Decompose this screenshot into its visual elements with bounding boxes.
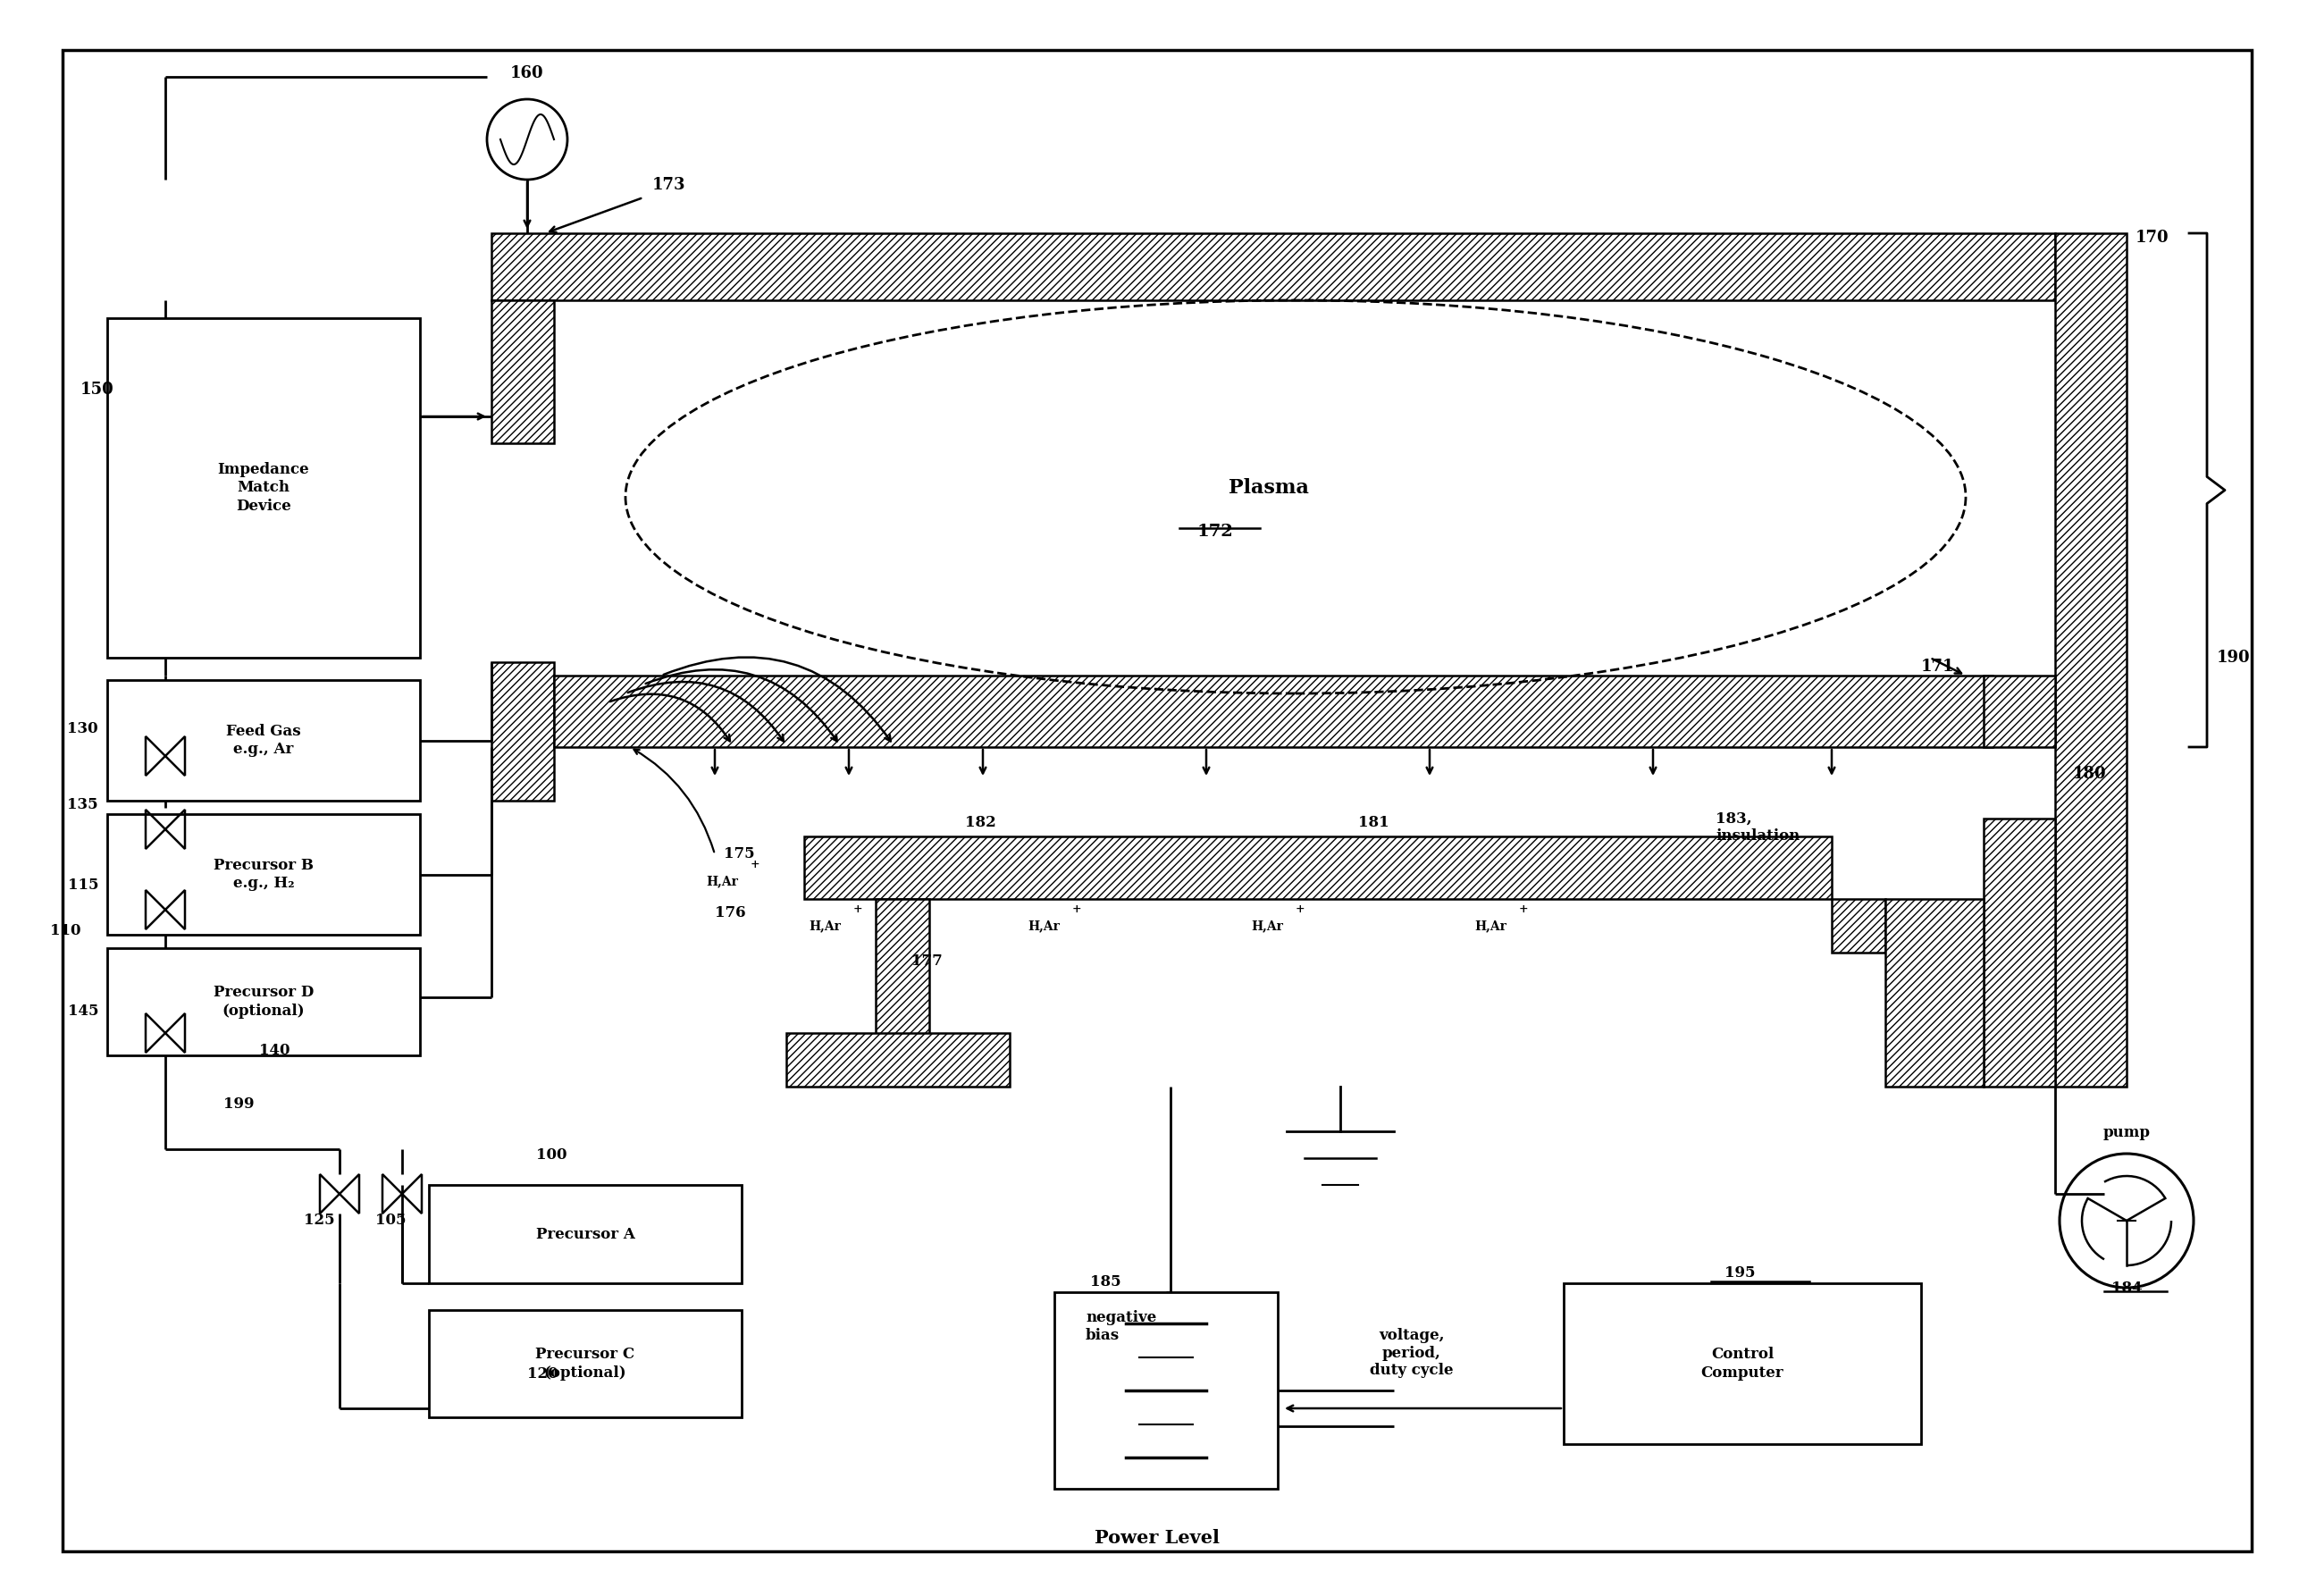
Text: Precursor A: Precursor A — [535, 1226, 635, 1242]
Bar — [804, 836, 1832, 899]
Bar — [107, 948, 419, 1055]
Bar — [2054, 233, 2126, 1087]
Text: pump: pump — [2103, 1125, 2149, 1140]
Text: 185: 185 — [1091, 1274, 1121, 1290]
Text: Impedance
Match
Device: Impedance Match Device — [218, 461, 310, 514]
FancyArrowPatch shape — [628, 681, 783, 741]
Text: 115: 115 — [67, 878, 97, 894]
Text: 110: 110 — [49, 922, 81, 938]
Text: 181: 181 — [1357, 816, 1390, 830]
Text: 170: 170 — [2135, 230, 2170, 246]
Text: 171: 171 — [1920, 659, 1955, 675]
Text: Plasma: Plasma — [1230, 479, 1309, 498]
Bar — [1563, 1283, 1920, 1444]
Bar — [428, 1310, 741, 1417]
Text: Precursor B
e.g., H₂: Precursor B e.g., H₂ — [213, 857, 313, 891]
Text: 182: 182 — [966, 816, 996, 830]
Text: voltage,
period,
duty cycle: voltage, period, duty cycle — [1371, 1328, 1454, 1377]
Bar — [1054, 1293, 1278, 1489]
Text: Power Level: Power Level — [1095, 1529, 1221, 1547]
Text: 145: 145 — [67, 1002, 97, 1018]
Text: 135: 135 — [67, 798, 97, 812]
Text: 177: 177 — [913, 954, 943, 969]
Text: 190: 190 — [2216, 650, 2251, 666]
Text: Feed Gas
e.g., Ar: Feed Gas e.g., Ar — [227, 723, 301, 757]
FancyArrowPatch shape — [646, 669, 836, 741]
Bar — [1832, 899, 1885, 953]
Bar — [875, 899, 929, 1050]
Text: negative
bias: negative bias — [1086, 1310, 1156, 1342]
Bar — [1982, 675, 2054, 747]
Text: +: + — [1295, 903, 1304, 916]
Text: 125: 125 — [303, 1213, 336, 1229]
Text: 183,
insulation: 183, insulation — [1716, 811, 1800, 844]
Text: 150: 150 — [81, 381, 113, 397]
Text: Control
Computer: Control Computer — [1700, 1347, 1783, 1381]
Text: 176: 176 — [716, 905, 746, 919]
Text: +: + — [750, 859, 760, 871]
Text: 100: 100 — [535, 1148, 567, 1162]
Text: 180: 180 — [2073, 766, 2108, 782]
Text: 199: 199 — [222, 1096, 255, 1112]
Text: 140: 140 — [259, 1044, 290, 1058]
Text: +: + — [1519, 903, 1529, 916]
Text: +: + — [1072, 903, 1082, 916]
Text: 184: 184 — [2112, 1280, 2142, 1296]
Text: H,Ar: H,Ar — [1475, 919, 1505, 932]
Text: Precursor D
(optional): Precursor D (optional) — [213, 985, 313, 1018]
Bar — [428, 1184, 741, 1283]
Text: H,Ar: H,Ar — [1251, 919, 1283, 932]
Bar — [107, 318, 419, 658]
Bar — [491, 300, 554, 444]
Text: H,Ar: H,Ar — [1028, 919, 1061, 932]
Bar — [107, 680, 419, 801]
Bar — [1885, 899, 1982, 1087]
Bar — [1982, 819, 2054, 1087]
Text: 130: 130 — [67, 721, 97, 737]
Text: 120: 120 — [528, 1366, 558, 1382]
Bar — [491, 662, 554, 801]
Text: H,Ar: H,Ar — [808, 919, 841, 932]
Text: 175: 175 — [723, 847, 755, 862]
Bar — [491, 233, 2054, 300]
Text: 160: 160 — [510, 65, 544, 81]
Text: +: + — [852, 903, 862, 916]
Bar — [787, 1033, 1010, 1087]
FancyArrowPatch shape — [609, 694, 730, 741]
Bar — [107, 814, 419, 935]
Text: 195: 195 — [1725, 1266, 1756, 1280]
Text: 172: 172 — [1197, 523, 1234, 539]
Text: H,Ar: H,Ar — [706, 875, 739, 887]
FancyArrowPatch shape — [662, 658, 892, 741]
Bar — [554, 675, 1992, 747]
Text: 105: 105 — [375, 1213, 405, 1229]
Text: 173: 173 — [653, 177, 686, 193]
Text: Precursor C
(optional): Precursor C (optional) — [535, 1347, 635, 1381]
